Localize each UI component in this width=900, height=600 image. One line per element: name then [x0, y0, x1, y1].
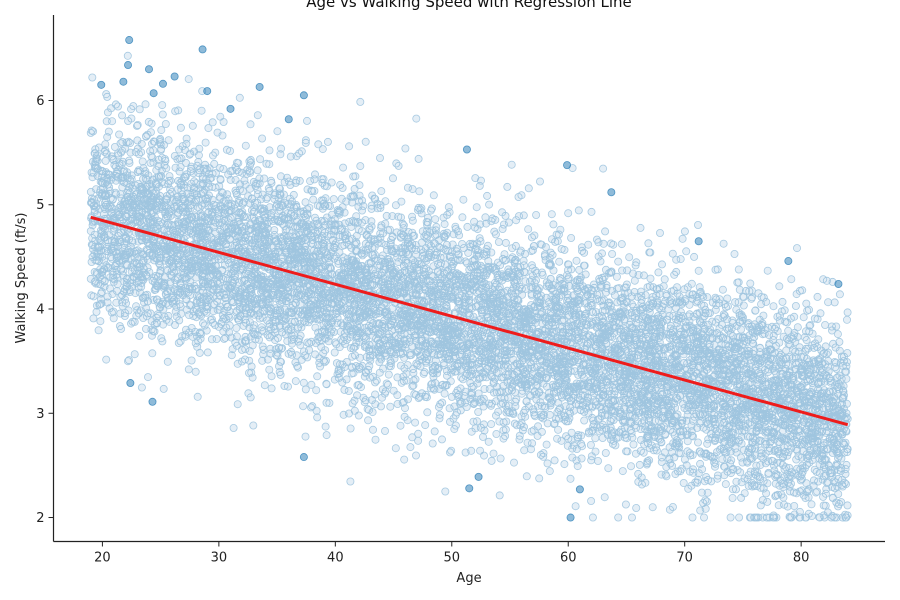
x-tick-label: 80 — [793, 551, 810, 566]
scatter-points — [86, 51, 852, 522]
scatter-point — [97, 80, 106, 89]
scatter-point — [474, 472, 483, 481]
x-tick-label: 30 — [211, 551, 228, 566]
regression-line — [90, 215, 849, 427]
x-axis-ticks: 20 30 40 50 60 70 80 — [94, 541, 810, 566]
scatter-point — [284, 115, 293, 124]
y-axis-ticks: 2 3 4 5 6 — [36, 94, 54, 526]
y-axis-label: Walking Speed (ft/s) — [14, 213, 29, 344]
scatter-point — [575, 485, 584, 494]
scatter-point — [149, 89, 158, 98]
scatter-point-cloud — [86, 51, 852, 522]
x-tick-label: 40 — [327, 551, 344, 566]
scatter-point — [144, 65, 153, 74]
scatter-point — [694, 237, 703, 246]
scatter-point — [158, 79, 167, 88]
y-tick-label: 4 — [36, 303, 44, 318]
chart-title: Age vs Walking Speed with Regression Lin… — [306, 0, 632, 11]
scatter-point — [170, 72, 179, 81]
scatter-point — [126, 379, 135, 388]
scatter-point — [299, 453, 308, 462]
scatter-point — [607, 188, 616, 197]
scatter-point — [255, 82, 264, 91]
y-tick-label: 5 — [36, 198, 44, 213]
y-tick-label: 3 — [36, 407, 44, 422]
scatter-point — [465, 484, 474, 493]
scatter-point — [784, 257, 793, 266]
scatter-point — [203, 87, 212, 96]
scatter-point — [198, 45, 207, 54]
outlier-points — [97, 36, 843, 522]
scatter-point — [566, 513, 575, 522]
x-tick-label: 50 — [444, 551, 461, 566]
scatter-point — [226, 104, 235, 113]
y-tick-label: 6 — [36, 94, 44, 109]
scatter-point — [119, 77, 128, 86]
x-axis-label: Age — [456, 571, 481, 586]
scatter-point — [124, 61, 133, 70]
scatter-point — [148, 397, 157, 406]
x-tick-label: 70 — [676, 551, 693, 566]
x-tick-label: 20 — [94, 551, 111, 566]
scatter-point — [563, 161, 572, 170]
scatter-point — [125, 36, 134, 45]
x-tick-label: 60 — [560, 551, 577, 566]
scatter-point — [834, 279, 843, 288]
scatter-point — [462, 145, 471, 154]
scatter-point — [299, 91, 308, 100]
y-tick-label: 2 — [36, 511, 44, 526]
